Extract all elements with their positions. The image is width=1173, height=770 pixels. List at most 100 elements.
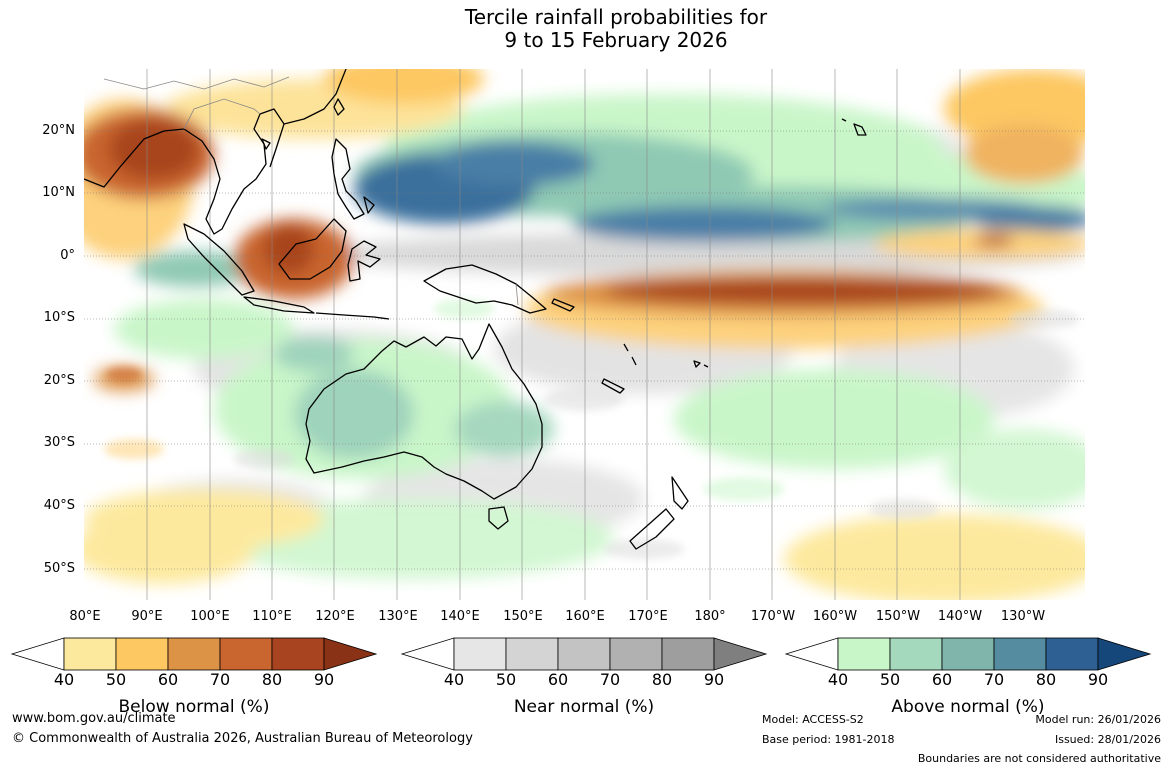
- legend-below-tick: 70: [209, 670, 231, 689]
- legend-above-swatch-1: [837, 637, 891, 671]
- legend-above-tick: 90: [1087, 670, 1109, 689]
- new-guinea-coastline: [423, 264, 547, 314]
- legend-below-normal: [10, 637, 378, 671]
- rainfall-probability-map: [84, 69, 1085, 600]
- legend-above-colorbar: [784, 637, 1152, 671]
- sumatra-coastline: [183, 223, 255, 296]
- coastlines: [84, 69, 867, 550]
- java-coastline: [243, 296, 315, 314]
- lat-label-10s: 10°S: [43, 310, 75, 325]
- legend-below-swatch-4: [219, 637, 273, 671]
- indochina-coastline: [183, 108, 285, 235]
- lat-label-20s: 20°S: [43, 373, 75, 388]
- legend-near-swatch-2: [505, 637, 559, 671]
- copyright-notice: © Commonwealth of Australia 2026, Austra…: [12, 731, 473, 746]
- legend-below-swatch-1: [63, 637, 117, 671]
- meridians: [146, 69, 961, 600]
- legend-below-swatch-3: [167, 637, 221, 671]
- hawaii-coastline: [841, 118, 867, 136]
- australia-coastline: [305, 323, 543, 500]
- philippines-coastline: [331, 138, 375, 220]
- model-name: Model: ACCESS-S2: [762, 713, 864, 726]
- legend-near-swatch-3: [557, 637, 611, 671]
- model-run-date: Model run: 26/01/2026: [1035, 713, 1161, 726]
- lon-label-130w: 130°W: [1000, 609, 1046, 624]
- legend-below-swatch-6: [323, 637, 378, 671]
- lon-label-160e: 160°E: [565, 609, 605, 624]
- graticule: [84, 130, 1085, 570]
- lat-label-50s: 50°S: [43, 561, 75, 576]
- legend-near-title: Near normal (%): [513, 697, 655, 717]
- legend-near-colorbar: [400, 637, 768, 671]
- boundaries-disclaimer: Boundaries are not considered authoritat…: [917, 752, 1161, 765]
- lat-label-30s: 30°S: [43, 435, 75, 450]
- legend-below-swatch-5: [271, 637, 325, 671]
- legend-below-swatch-0: [10, 637, 65, 671]
- india-coastline: [84, 128, 185, 188]
- legend-near-tick: 70: [599, 670, 621, 689]
- legend-above-tick: 50: [879, 670, 901, 689]
- lon-label-120e: 120°E: [315, 609, 355, 624]
- legend-below-tick: 90: [313, 670, 335, 689]
- legend-above-swatch-5: [1045, 637, 1099, 671]
- legend-near-swatch-5: [661, 637, 715, 671]
- legend-above-swatch-2: [889, 637, 943, 671]
- legend-above-normal: [784, 637, 1152, 671]
- legend-near-swatch-4: [609, 637, 663, 671]
- legend-above-title: Above normal (%): [891, 697, 1045, 717]
- lon-label-150w: 150°W: [875, 609, 921, 624]
- legend-near-swatch-1: [453, 637, 507, 671]
- legend-below-title: Below normal (%): [118, 697, 270, 717]
- lon-label-130e: 130°E: [378, 609, 418, 624]
- legend-near-swatch-6: [713, 637, 768, 671]
- legend-near-tick: 80: [651, 670, 673, 689]
- legend-near-tick: 60: [547, 670, 569, 689]
- legend-above-tick: 60: [931, 670, 953, 689]
- legend-below-tick: 80: [261, 670, 283, 689]
- legend-near-tick: 90: [703, 670, 725, 689]
- lon-label-110e: 110°E: [252, 609, 292, 624]
- lat-label-10n: 10°N: [42, 185, 75, 200]
- legend-near-swatch-0: [400, 637, 455, 671]
- legend-near-tick: 40: [443, 670, 465, 689]
- map-title-line-2: 9 to 15 February 2026: [504, 28, 728, 52]
- map-title-line-1: Tercile rainfall probabilities for: [464, 5, 768, 29]
- new-zealand-coastline: [629, 476, 689, 550]
- lon-label-140w: 140°W: [937, 609, 983, 624]
- lon-label-180: 180°: [694, 609, 726, 624]
- legend-below-colorbar: [10, 637, 378, 671]
- china-coastline: [283, 69, 347, 125]
- legend-below-swatch-2: [115, 637, 169, 671]
- legend-below-tick: 50: [105, 670, 127, 689]
- lon-label-150e: 150°E: [503, 609, 543, 624]
- lon-label-80e: 80°E: [69, 609, 101, 624]
- legend-above-swatch-4: [993, 637, 1047, 671]
- legend-above-tick: 70: [983, 670, 1005, 689]
- legend-above-tick: 40: [827, 670, 849, 689]
- lon-label-170w: 170°W: [750, 609, 796, 624]
- legend-above-tick: 80: [1035, 670, 1057, 689]
- lat-label-0: 0°: [60, 248, 75, 263]
- lon-label-90e: 90°E: [131, 609, 163, 624]
- legend-above-swatch-6: [1097, 637, 1152, 671]
- website-link[interactable]: www.bom.gov.au/climate: [12, 711, 176, 726]
- lon-label-100e: 100°E: [190, 609, 230, 624]
- legend-below-tick: 40: [53, 670, 75, 689]
- probability-field: [84, 69, 1085, 600]
- legend-above-swatch-0: [784, 637, 839, 671]
- legend-above-swatch-3: [941, 637, 995, 671]
- lon-label-160w: 160°W: [812, 609, 858, 624]
- borneo-coastline: [278, 218, 347, 280]
- legend-below-tick: 60: [157, 670, 179, 689]
- lat-label-40s: 40°S: [43, 498, 75, 513]
- issued-date: Issued: 28/01/2026: [1054, 733, 1161, 746]
- lat-label-20n: 20°N: [42, 123, 75, 138]
- sulawesi-coastline: [347, 240, 381, 282]
- base-period: Base period: 1981-2018: [762, 733, 895, 746]
- lon-label-140e: 140°E: [440, 609, 480, 624]
- legend-near-normal: [400, 637, 768, 671]
- legend-near-tick: 50: [495, 670, 517, 689]
- lon-label-170e: 170°E: [628, 609, 668, 624]
- country-borders: [103, 76, 519, 306]
- tasmania-coastline: [488, 506, 509, 530]
